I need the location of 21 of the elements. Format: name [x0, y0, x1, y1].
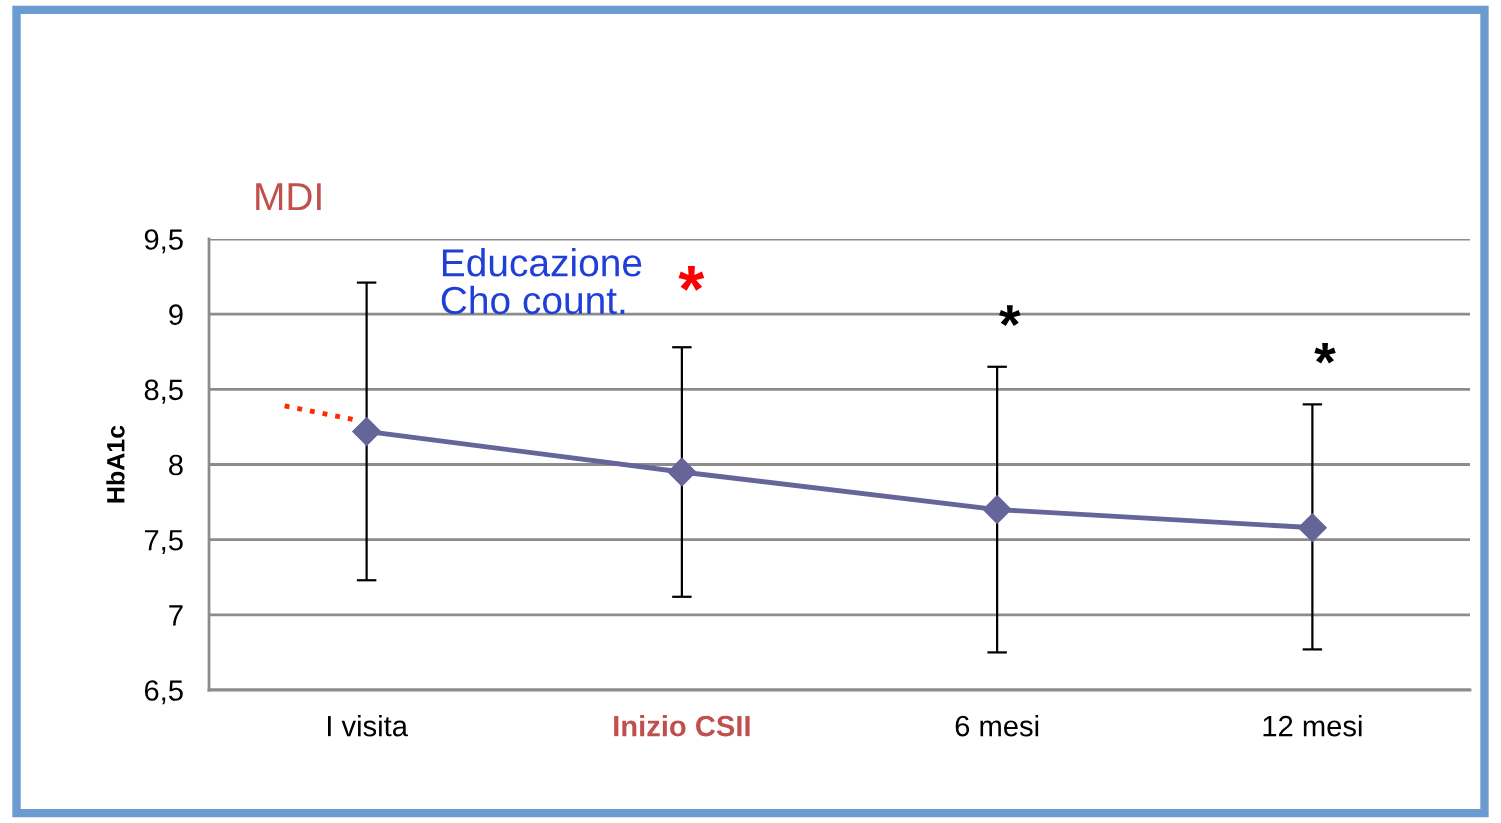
annotation: Educazione Cho count. [441, 248, 642, 315]
x-tick-label: I visita [327, 715, 408, 737]
x-tick-label: 12 mesi [1263, 715, 1362, 737]
y-tick-label: 6,5 [144, 680, 183, 705]
y-tick-label: 9,5 [144, 229, 183, 254]
y-tick-label: 8 [169, 454, 183, 476]
y-tick-label: 9 [169, 304, 183, 326]
x-tick-label: 6 mesi [955, 715, 1039, 737]
y-axis-title: HbA1c [106, 425, 125, 503]
y-tick-label: 7 [169, 605, 183, 626]
y-tick-label: 8,5 [144, 379, 183, 404]
text: MDI [256, 183, 321, 211]
point [1297, 513, 1327, 543]
point [667, 457, 697, 487]
x-tick-label: Inizio CSII [614, 715, 750, 737]
annotation: * [999, 305, 1021, 327]
annotation: * [1314, 342, 1336, 364]
annotation: * [678, 266, 705, 291]
point [982, 495, 1012, 525]
point [352, 416, 382, 446]
y-tick-label: 7,5 [144, 530, 183, 554]
